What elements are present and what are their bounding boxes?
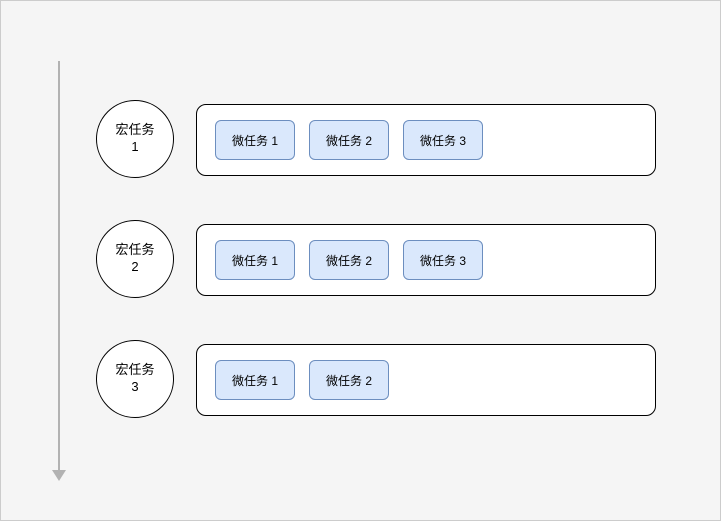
micro-task-box: 微任务 2 (309, 240, 389, 280)
macro-task-container-2: 微任务 1 微任务 2 微任务 3 (196, 224, 656, 296)
micro-task-label: 微任务 1 (232, 132, 278, 149)
micro-task-box: 微任务 2 (309, 360, 389, 400)
macro-task-circle-2: 宏任务 2 (96, 220, 174, 298)
timeline-arrow-head (52, 470, 66, 481)
macro-task-circle-1: 宏任务 1 (96, 100, 174, 178)
micro-task-label: 微任务 3 (420, 252, 466, 269)
micro-task-box: 微任务 1 (215, 360, 295, 400)
micro-task-label: 微任务 2 (326, 132, 372, 149)
micro-task-label: 微任务 3 (420, 132, 466, 149)
micro-task-label: 微任务 1 (232, 252, 278, 269)
timeline-arrow-shaft (58, 61, 60, 471)
macro-task-container-1: 微任务 1 微任务 2 微任务 3 (196, 104, 656, 176)
micro-task-label: 微任务 2 (326, 372, 372, 389)
macro-task-label: 宏任务 2 (115, 242, 154, 276)
micro-task-box: 微任务 3 (403, 240, 483, 280)
macro-task-label: 宏任务 3 (115, 362, 154, 396)
macro-task-container-3: 微任务 1 微任务 2 (196, 344, 656, 416)
micro-task-box: 微任务 3 (403, 120, 483, 160)
micro-task-label: 微任务 2 (326, 252, 372, 269)
macro-task-label: 宏任务 1 (115, 122, 154, 156)
macro-task-circle-3: 宏任务 3 (96, 340, 174, 418)
micro-task-box: 微任务 1 (215, 240, 295, 280)
micro-task-box: 微任务 2 (309, 120, 389, 160)
micro-task-box: 微任务 1 (215, 120, 295, 160)
diagram-canvas: 宏任务 1 微任务 1 微任务 2 微任务 3 宏任务 2 微任务 1 微任务 … (0, 0, 721, 521)
micro-task-label: 微任务 1 (232, 372, 278, 389)
